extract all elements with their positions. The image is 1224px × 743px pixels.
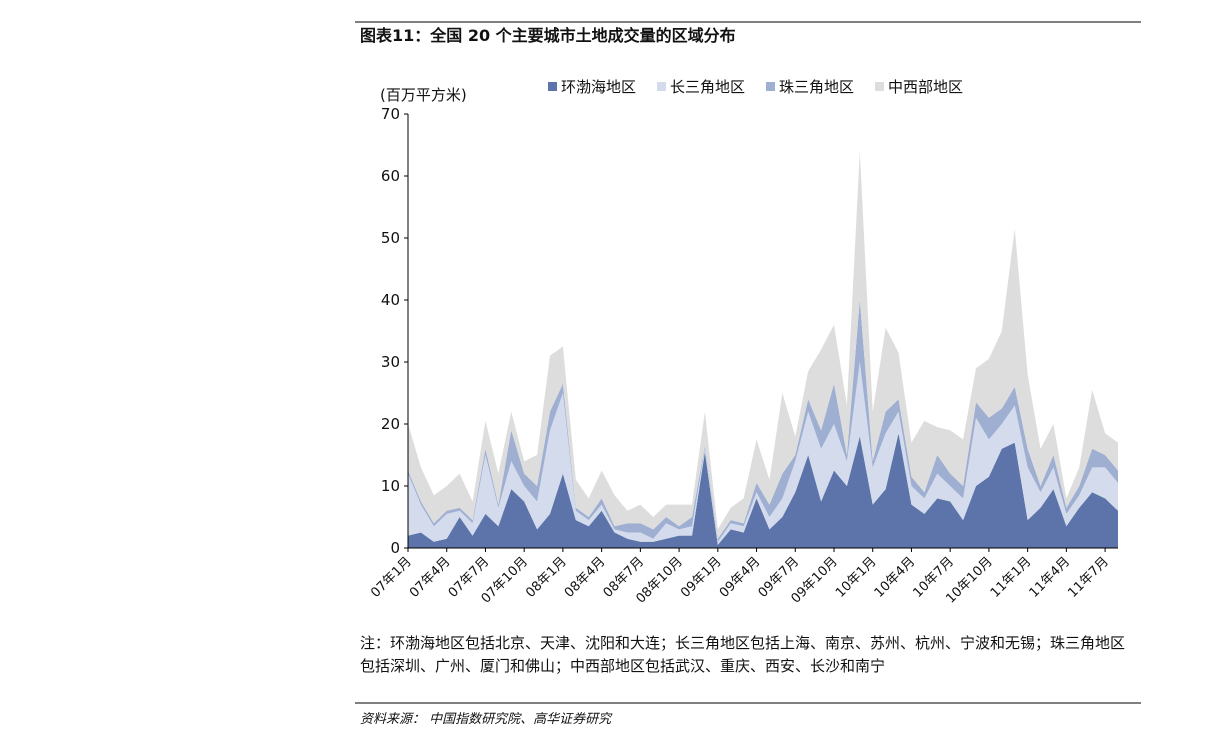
legend-swatch — [657, 82, 666, 91]
y-tick-label: 50 — [381, 229, 400, 247]
legend-label: 长三角地区 — [670, 78, 745, 96]
x-tick-label: 09年1月 — [678, 554, 725, 601]
legend-swatch — [766, 82, 775, 91]
legend-swatch — [548, 82, 557, 91]
area — [408, 300, 1118, 542]
legend-label: 珠三角地区 — [779, 78, 854, 96]
x-tick-label: 10年4月 — [872, 554, 919, 601]
area — [408, 433, 1118, 548]
y-tick-label: 40 — [381, 291, 400, 309]
area — [408, 151, 1118, 539]
y-axis-title: (百万平方米) — [380, 86, 467, 104]
x-tick-label: 08年4月 — [562, 554, 609, 601]
y-tick-label: 60 — [381, 167, 400, 185]
x-tick-label: 07年4月 — [407, 554, 454, 601]
y-tick-label: 30 — [381, 353, 400, 371]
x-tick-label: 09年4月 — [717, 554, 764, 601]
x-tick-label: 11年7月 — [1065, 554, 1112, 601]
legend-label: 中西部地区 — [888, 78, 963, 96]
legend-label: 环渤海地区 — [561, 78, 636, 96]
y-tick-label: 70 — [381, 105, 400, 123]
note: 注：环渤海地区包括北京、天津、沈阳和大连；长三角地区包括上海、南京、苏州、杭州、… — [360, 634, 1126, 675]
area — [408, 362, 1118, 545]
y-tick-label: 0 — [390, 539, 400, 557]
y-tick-label: 20 — [381, 415, 400, 433]
x-tick-label: 10年1月 — [833, 554, 880, 601]
source: 资料来源： 中国指数研究院、高华证券研究 — [360, 712, 612, 727]
x-tick-label: 08年1月 — [523, 554, 570, 601]
chart-title: 图表11：全国 20 个主要城市土地成交量的区域分布 — [360, 26, 736, 45]
x-tick-label: 11年1月 — [988, 554, 1035, 601]
y-tick-label: 10 — [381, 477, 400, 495]
x-tick-label: 11年4月 — [1027, 554, 1074, 601]
x-tick-label: 07年1月 — [368, 554, 415, 601]
legend-swatch — [875, 82, 884, 91]
